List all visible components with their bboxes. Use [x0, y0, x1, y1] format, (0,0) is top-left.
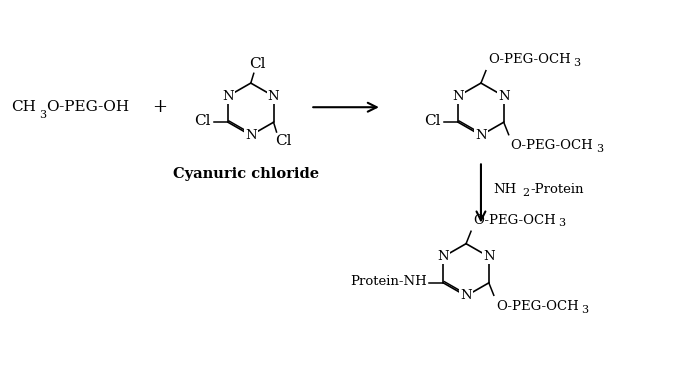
Text: O-PEG-OH: O-PEG-OH	[46, 100, 130, 114]
Text: N: N	[438, 250, 449, 263]
Text: 3: 3	[581, 305, 588, 315]
Text: O-PEG-OCH: O-PEG-OCH	[511, 139, 594, 152]
Text: O-PEG-OCH: O-PEG-OCH	[488, 53, 570, 66]
Text: N: N	[222, 90, 234, 103]
Text: Cyanuric chloride: Cyanuric chloride	[173, 167, 319, 181]
Text: Protein-NH: Protein-NH	[351, 275, 428, 288]
Text: N: N	[245, 129, 257, 142]
Text: Cl: Cl	[275, 134, 292, 148]
Text: N: N	[452, 90, 464, 103]
Text: N: N	[483, 250, 495, 263]
Text: 3: 3	[559, 218, 566, 228]
Text: Cl: Cl	[424, 114, 440, 128]
Text: N: N	[267, 90, 279, 103]
Text: -Protein: -Protein	[531, 183, 584, 196]
Text: Cl: Cl	[194, 114, 211, 128]
Text: NH: NH	[493, 183, 516, 196]
Text: +: +	[152, 98, 167, 116]
Text: O-PEG-OCH: O-PEG-OCH	[473, 214, 556, 226]
Text: 3: 3	[39, 110, 47, 119]
Text: Cl: Cl	[249, 57, 266, 71]
Text: CH: CH	[10, 100, 36, 114]
Text: 2: 2	[523, 189, 530, 198]
Text: N: N	[475, 129, 486, 142]
Text: 3: 3	[596, 144, 603, 154]
Text: N: N	[461, 290, 472, 302]
Text: N: N	[498, 90, 510, 103]
Text: O-PEG-OCH: O-PEG-OCH	[496, 300, 578, 313]
Text: 3: 3	[573, 58, 580, 68]
